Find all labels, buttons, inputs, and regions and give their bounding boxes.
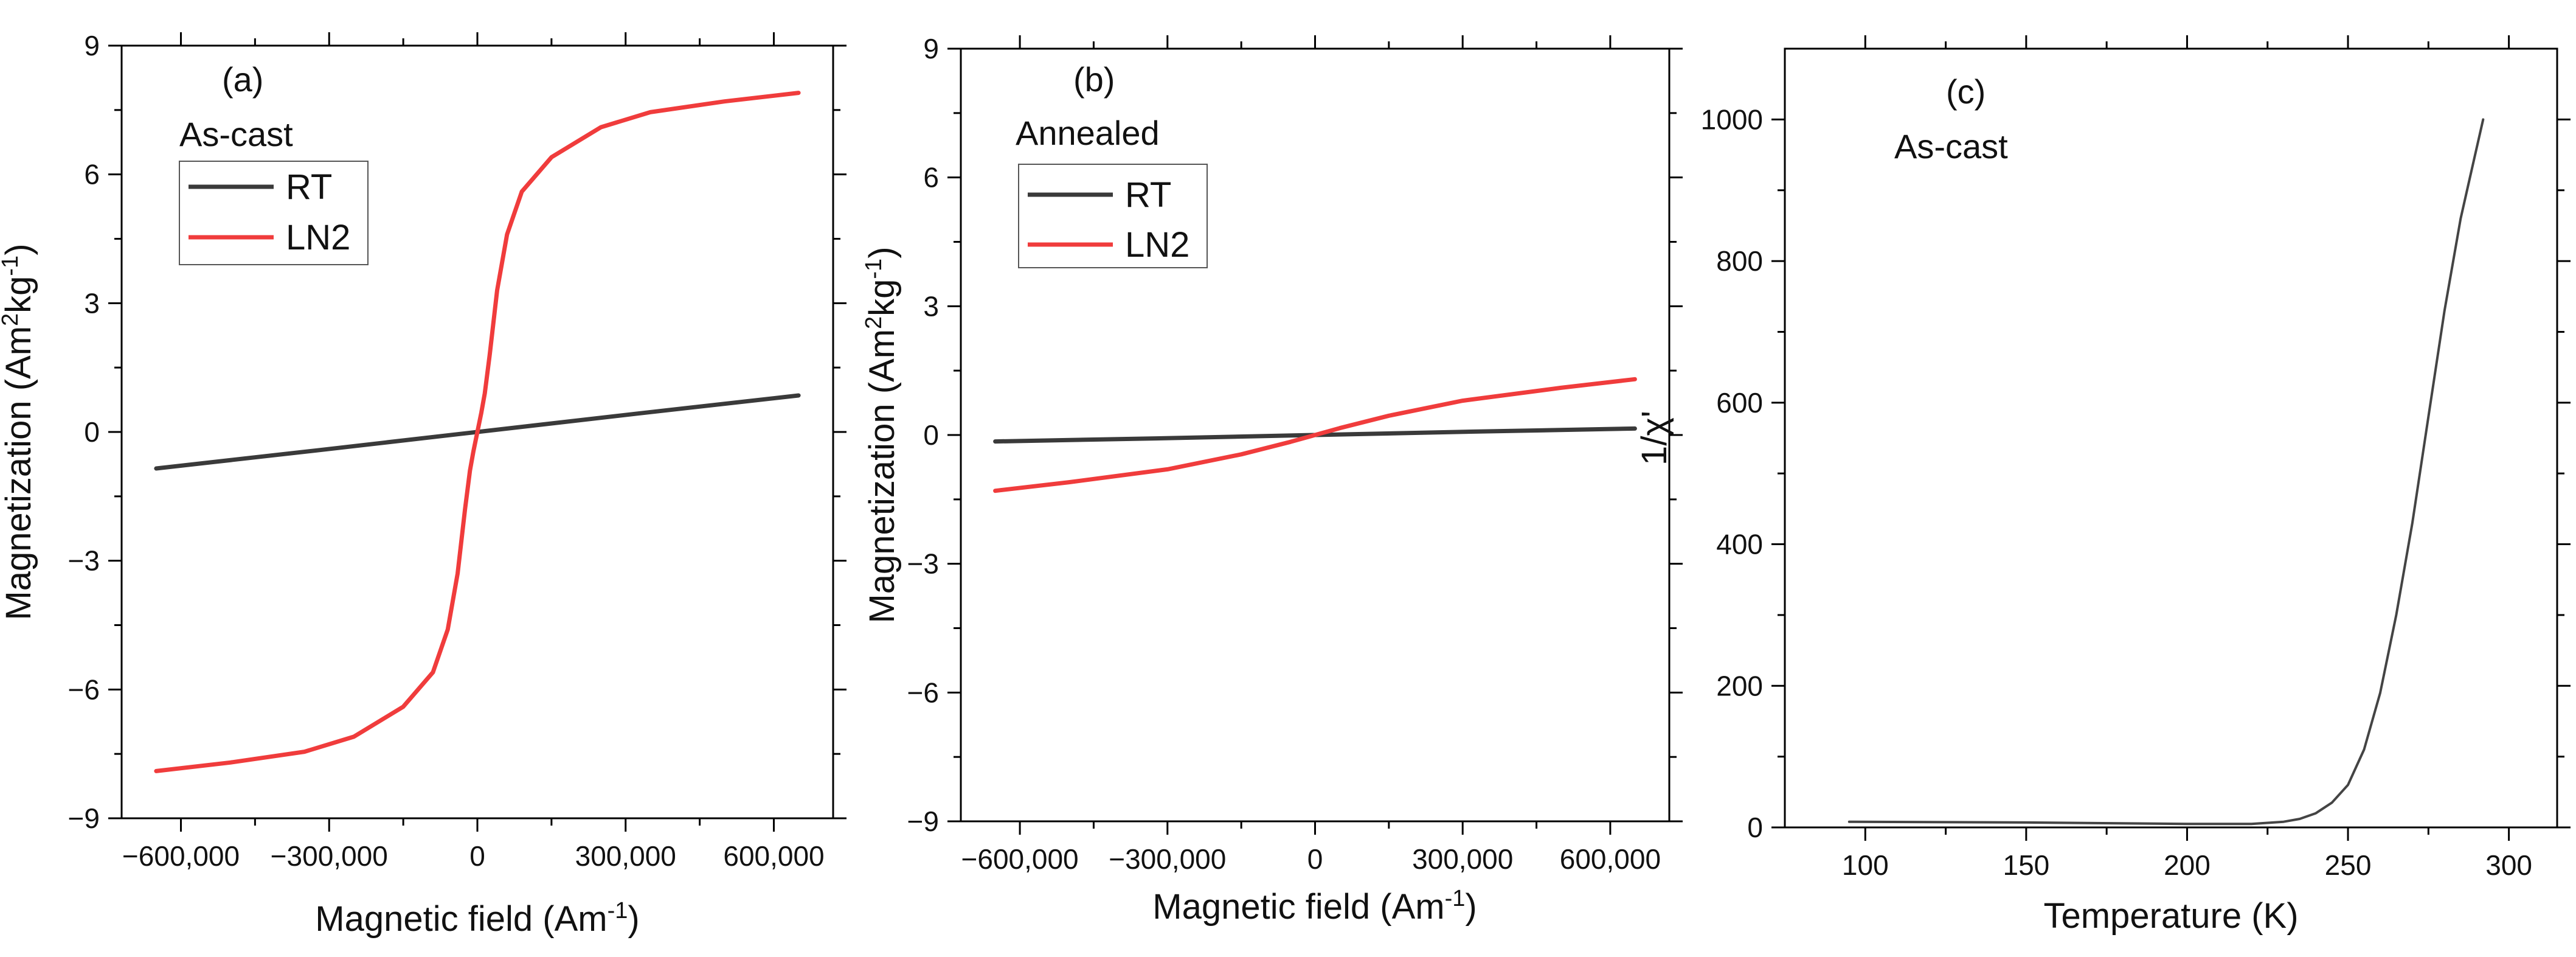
y-tick-label: 400 bbox=[1716, 529, 1763, 560]
y-tick-label: 0 bbox=[1747, 812, 1763, 843]
panel-a-sample-label: As-cast bbox=[179, 115, 293, 153]
panel-b-x-axis-title-main: Magnetic field (Am bbox=[1152, 887, 1444, 927]
x-tick-label: −600,000 bbox=[961, 843, 1079, 875]
x-tick-label: 100 bbox=[1842, 849, 1889, 881]
x-tick-label: −300,000 bbox=[271, 840, 388, 872]
panel-a-legend-box bbox=[179, 161, 369, 265]
panel-a-y-axis-title-end: ) bbox=[0, 243, 38, 255]
y-tick-label: −6 bbox=[68, 673, 100, 705]
x-tick-label: 600,000 bbox=[1560, 843, 1661, 875]
panel-a-x-axis-title-end: ) bbox=[628, 899, 639, 939]
y-tick-label: 1000 bbox=[1701, 103, 1763, 135]
x-tick-label: 300 bbox=[2485, 849, 2532, 881]
panel-a-series bbox=[154, 91, 801, 773]
panel-b-series bbox=[993, 377, 1637, 493]
panel-b-legend: RT LN2 bbox=[1018, 164, 1208, 268]
panel-b-y-axis-title-sup2: -1 bbox=[861, 259, 887, 279]
panel-b-x-axis-title-sup: -1 bbox=[1445, 886, 1466, 911]
panel-b-legend-rt-label: RT bbox=[1125, 175, 1171, 215]
panel-a: −600,000 −300,000 0 300,000 600,000 −9 −6 −3 0 3 6… bbox=[0, 30, 847, 939]
y-tick-label: 9 bbox=[923, 33, 939, 64]
panel-c-tick-labels: 100 150 200 250 300 0 200 400 600 800 1000 bbox=[1701, 103, 2532, 881]
panel-b-y-axis-title-sup1: 2 bbox=[861, 316, 887, 329]
y-tick-label: 800 bbox=[1716, 245, 1763, 277]
panel-b-sample-label: Annealed bbox=[1016, 114, 1160, 152]
series-line-1- bbox=[1847, 118, 2485, 826]
panel-b-y-axis-title-end: ) bbox=[862, 246, 902, 258]
panel-a-y-axis-title: Magnetization (Am2kg-1) bbox=[0, 243, 38, 620]
panel-a-x-axis-title-main: Magnetic field (Am bbox=[315, 899, 607, 939]
y-tick-label: 9 bbox=[84, 30, 100, 61]
panel-a-ticks bbox=[108, 32, 847, 832]
y-tick-label: −3 bbox=[907, 548, 939, 580]
panel-b-y-axis-title: Magnetization (Am2kg-1) bbox=[861, 246, 902, 623]
panel-b-y-axis-title-mid: kg bbox=[862, 279, 902, 316]
y-tick-label: 6 bbox=[923, 162, 939, 193]
panel-a-x-axis-title-sup: -1 bbox=[608, 898, 628, 924]
panel-b-label: (b) bbox=[1073, 60, 1115, 99]
panel-c-label: (c) bbox=[1946, 72, 1986, 111]
series-line-ln2 bbox=[993, 377, 1637, 493]
panel-b-x-axis-title: Magnetic field (Am-1) bbox=[1152, 886, 1477, 927]
panel-c-sample-label: As-cast bbox=[1894, 127, 2008, 165]
panel-a-tick-labels: −600,000 −300,000 0 300,000 600,000 −9 −6 −3 0 3 6… bbox=[68, 30, 825, 872]
x-tick-label: 200 bbox=[2164, 849, 2211, 881]
x-tick-label: −600,000 bbox=[122, 840, 240, 872]
x-tick-label: 300,000 bbox=[575, 840, 676, 872]
x-tick-label: 0 bbox=[469, 840, 485, 872]
y-tick-label: 3 bbox=[923, 290, 939, 322]
panel-a-y-axis-title-sup1: 2 bbox=[0, 313, 23, 326]
panel-a-legend: RT LN2 bbox=[179, 161, 369, 265]
series-line-ln2 bbox=[154, 91, 801, 773]
panel-a-label: (a) bbox=[222, 60, 263, 99]
panel-b-x-axis-title-end: ) bbox=[1465, 887, 1477, 927]
y-tick-label: 3 bbox=[84, 287, 100, 319]
x-tick-label: 300,000 bbox=[1412, 843, 1513, 875]
y-tick-label: −3 bbox=[68, 545, 100, 577]
panel-b-ticks bbox=[947, 35, 1683, 835]
panel-b-legend-box bbox=[1018, 164, 1208, 268]
y-tick-label: −6 bbox=[907, 677, 939, 708]
x-tick-label: −300,000 bbox=[1109, 843, 1226, 875]
panel-a-x-axis-title: Magnetic field (Am-1) bbox=[315, 898, 639, 939]
panel-b-tick-labels: −600,000 −300,000 0 300,000 600,000 −9 −6 −3 0 3 6… bbox=[907, 33, 1661, 875]
panel-b-y-axis-title-main: Magnetization (Am bbox=[862, 329, 902, 624]
panel-b-legend-ln2-label: LN2 bbox=[1125, 225, 1189, 265]
panel-a-y-axis-title-sup2: -1 bbox=[0, 256, 23, 276]
panel-a-legend-ln2-label: LN2 bbox=[286, 218, 350, 257]
panel-a-y-axis-title-main: Magnetization (Am bbox=[0, 326, 38, 621]
y-tick-label: −9 bbox=[68, 802, 100, 834]
panel-c-x-axis-title: Temperature (K) bbox=[2043, 896, 2298, 936]
panel-c: 100 150 200 250 300 0 200 400 600 800 1000 (c) As-… bbox=[1635, 35, 2571, 936]
y-tick-label: 0 bbox=[923, 419, 939, 451]
panel-c-series bbox=[1847, 118, 2485, 826]
y-tick-label: 600 bbox=[1716, 387, 1763, 419]
panel-c-frame bbox=[1784, 47, 2558, 829]
x-tick-label: 150 bbox=[2003, 849, 2050, 881]
x-tick-label: 0 bbox=[1307, 843, 1323, 875]
panel-b: −600,000 −300,000 0 300,000 600,000 −9 −6 −3 0 3 6… bbox=[861, 33, 1683, 927]
y-tick-label: 6 bbox=[84, 159, 100, 190]
y-tick-label: 200 bbox=[1716, 670, 1763, 701]
panel-c-ticks bbox=[1771, 35, 2571, 841]
y-tick-label: 0 bbox=[84, 416, 100, 448]
panel-c-y-axis-title: 1/χ' bbox=[1635, 411, 1674, 465]
y-tick-label: −9 bbox=[907, 806, 939, 837]
panel-a-legend-rt-label: RT bbox=[286, 167, 332, 207]
x-tick-label: 250 bbox=[2325, 849, 2372, 881]
panel-a-y-axis-title-mid: kg bbox=[0, 276, 38, 313]
x-tick-label: 600,000 bbox=[723, 840, 824, 872]
